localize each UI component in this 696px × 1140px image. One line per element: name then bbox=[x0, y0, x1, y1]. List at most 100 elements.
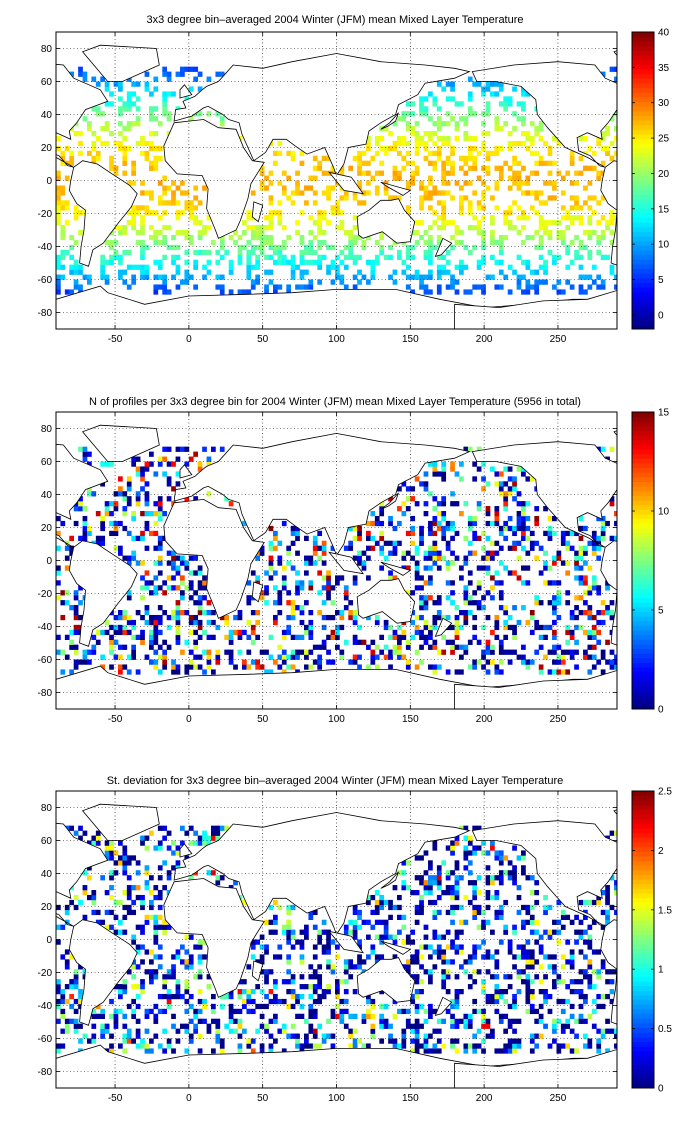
bin-cell bbox=[463, 116, 469, 122]
bin-cell bbox=[516, 185, 522, 191]
bin-cell bbox=[450, 461, 455, 467]
bin-cell bbox=[140, 1038, 145, 1044]
bin-cell bbox=[481, 624, 486, 631]
bin-cell bbox=[312, 249, 318, 256]
bin-cell bbox=[246, 600, 252, 606]
bin-cell bbox=[543, 654, 548, 660]
bin-cell bbox=[467, 249, 473, 256]
bin-cell bbox=[87, 126, 92, 132]
bin-cell bbox=[188, 570, 194, 576]
bin-cell bbox=[184, 565, 190, 571]
bin-cell bbox=[122, 126, 128, 132]
bin-cell bbox=[352, 904, 358, 911]
bin-cell bbox=[600, 535, 606, 541]
bin-cell bbox=[560, 540, 566, 546]
bin-cell bbox=[476, 284, 482, 290]
bin-cell bbox=[149, 614, 154, 621]
bin-cell bbox=[494, 511, 500, 517]
bin-cell bbox=[414, 979, 420, 985]
bin-cell bbox=[131, 899, 137, 906]
bin-cell bbox=[109, 909, 114, 916]
bin-cell bbox=[64, 904, 70, 911]
bin-cell bbox=[118, 654, 123, 660]
bin-cell bbox=[565, 984, 571, 990]
bin-cell bbox=[188, 614, 194, 621]
bin-cell bbox=[366, 520, 371, 527]
bin-cell bbox=[184, 279, 190, 285]
y-tick-label: 40 bbox=[41, 490, 53, 501]
bin-cell bbox=[441, 1018, 447, 1024]
bin-cell bbox=[405, 210, 411, 216]
bin-cell bbox=[352, 614, 358, 621]
bin-cell bbox=[73, 904, 79, 911]
bin-cell bbox=[423, 155, 429, 161]
bin-cell bbox=[512, 140, 517, 147]
bin-cell bbox=[463, 180, 469, 186]
bin-cell bbox=[463, 1018, 469, 1024]
bin-cell bbox=[157, 506, 163, 512]
bin-cell bbox=[135, 924, 141, 930]
bin-cell bbox=[587, 939, 593, 945]
colorbar-segment bbox=[632, 301, 654, 307]
bin-cell bbox=[259, 649, 265, 655]
bin-cell bbox=[109, 254, 114, 260]
bin-cell bbox=[494, 520, 500, 527]
bin-cell bbox=[600, 610, 606, 616]
bin-cell bbox=[552, 254, 557, 260]
bin-cell bbox=[450, 150, 455, 157]
panel-2-title: N of profiles per 3x3 degree bin for 200… bbox=[89, 396, 581, 408]
y-tick-label: -80 bbox=[38, 308, 53, 319]
bin-cell bbox=[529, 476, 535, 482]
bin-cell bbox=[605, 610, 610, 616]
bin-cell bbox=[197, 969, 203, 975]
bin-cell bbox=[131, 649, 137, 655]
bin-cell bbox=[547, 195, 553, 201]
bin-cell bbox=[490, 466, 495, 472]
bin-cell bbox=[503, 210, 509, 216]
bin-cell bbox=[343, 254, 349, 260]
bin-cell bbox=[69, 289, 75, 295]
bin-cell bbox=[578, 899, 584, 906]
bin-cell bbox=[157, 840, 163, 846]
bin-cell bbox=[153, 649, 159, 655]
bin-cell bbox=[135, 949, 141, 955]
bin-cell bbox=[250, 264, 256, 270]
bin-cell bbox=[565, 225, 571, 231]
bin-cell bbox=[255, 610, 261, 616]
colorbar-segment bbox=[632, 546, 654, 552]
bin-cell bbox=[401, 116, 407, 122]
bin-cell bbox=[503, 605, 509, 611]
bin-cell bbox=[180, 590, 185, 596]
bin-cell bbox=[560, 964, 566, 970]
bin-cell bbox=[436, 150, 442, 157]
bin-cell bbox=[423, 501, 429, 507]
bin-cell bbox=[454, 225, 460, 231]
bin-cell bbox=[188, 619, 194, 626]
bin-cell bbox=[166, 111, 172, 117]
colorbar-segment bbox=[632, 662, 654, 668]
bin-cell bbox=[228, 649, 234, 655]
bin-cell bbox=[494, 890, 500, 896]
bin-cell bbox=[467, 664, 473, 670]
bin-cell bbox=[95, 155, 101, 161]
y-tick-label: -60 bbox=[38, 655, 53, 666]
bin-cell bbox=[166, 116, 172, 122]
bin-cell bbox=[379, 244, 385, 251]
x-tick-label: 200 bbox=[476, 334, 493, 345]
bin-cell bbox=[290, 944, 296, 950]
bin-cell bbox=[512, 111, 517, 117]
bin-cell bbox=[516, 180, 522, 186]
bin-cell bbox=[503, 619, 509, 626]
bin-cell bbox=[109, 131, 114, 137]
bin-cell bbox=[246, 580, 252, 586]
bin-cell bbox=[153, 230, 159, 236]
bin-cell bbox=[131, 160, 137, 166]
bin-cell bbox=[432, 949, 438, 955]
bin-cell bbox=[126, 496, 132, 502]
bin-cell bbox=[197, 989, 203, 995]
bin-cell bbox=[569, 259, 575, 265]
bin-cell bbox=[109, 624, 114, 631]
bin-cell bbox=[445, 81, 451, 87]
colorbar-segment bbox=[632, 180, 654, 186]
bin-cell bbox=[56, 580, 61, 586]
